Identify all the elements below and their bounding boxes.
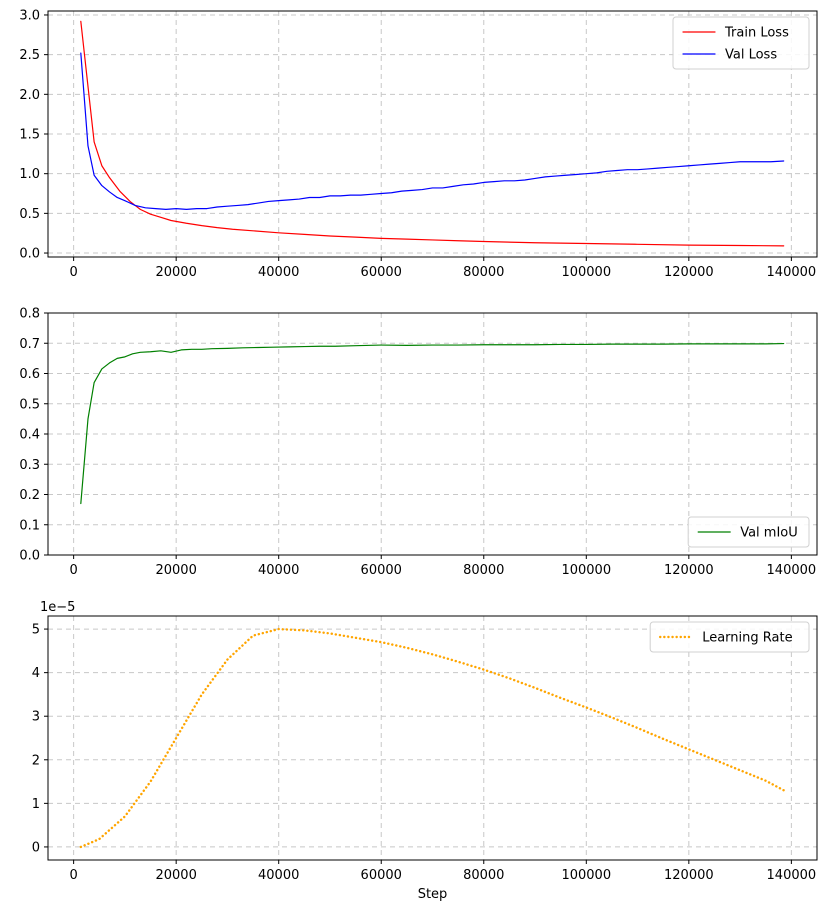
legend-box: [672, 16, 810, 70]
y-tick-label: 0.7: [19, 337, 40, 352]
legend: Learning Rate: [649, 621, 810, 653]
x-tick-label: 80000: [463, 868, 504, 883]
x-tick-label: 100000: [561, 563, 611, 578]
x-tick-label: 80000: [463, 563, 504, 578]
legend-label: Val Loss: [725, 48, 777, 63]
y-tick-label: 2.0: [19, 88, 40, 103]
x-tick-label: 120000: [664, 868, 714, 883]
x-tick-label: 100000: [561, 265, 611, 280]
y-tick-label: 2.5: [19, 48, 40, 63]
series-line-learning-rate: [79, 627, 785, 849]
chart-panel-1: 0 20000 40000 60000 80000 100000 120000 140000 0…: [19, 8, 818, 280]
series-line-val-miou: [80, 342, 785, 505]
y-tick-label: 1.5: [19, 128, 40, 143]
y-tick-label: 0.6: [19, 367, 40, 382]
x-tick-label: 140000: [767, 265, 817, 280]
y-offset-text: 1e−5: [40, 600, 75, 615]
chart-panel-3: 0 20000 40000 60000 80000 100000 120000 140000 0…: [32, 600, 818, 902]
x-tick-label: 40000: [258, 265, 299, 280]
x-tick-label: 0: [69, 868, 77, 883]
x-tick-label: 0: [69, 265, 77, 280]
x-tick-label: 20000: [155, 563, 196, 578]
y-tick-label: 0.4: [19, 428, 40, 443]
x-tick-label: 80000: [463, 265, 504, 280]
x-tick-label: 100000: [561, 868, 611, 883]
x-tick-label: 120000: [664, 265, 714, 280]
x-tick-label: 140000: [767, 868, 817, 883]
y-tick-label: 0.0: [19, 549, 40, 564]
legend: Val mIoU: [687, 516, 810, 548]
y-tick-label: 3.0: [19, 8, 40, 23]
legend: Train Loss Val Loss: [672, 16, 810, 70]
legend-box: [687, 516, 810, 548]
y-tick-label: 0.2: [19, 488, 40, 503]
x-tick-label: 20000: [155, 868, 196, 883]
x-tick-label: 120000: [664, 563, 714, 578]
y-tick-label: 2: [32, 753, 40, 768]
legend-label: Train Loss: [724, 26, 789, 41]
legend-label: Learning Rate: [702, 631, 792, 646]
axes-frame: [47, 615, 818, 861]
series-line-val-loss: [80, 52, 785, 210]
y-tick-label: 0.5: [19, 397, 40, 412]
x-tick-label: 40000: [258, 563, 299, 578]
x-tick-label: 60000: [361, 868, 402, 883]
x-tick-label: 40000: [258, 868, 299, 883]
y-tick-label: 0.3: [19, 458, 40, 473]
legend-label: Val mIoU: [740, 526, 798, 541]
y-tick-label: 1: [32, 797, 40, 812]
x-tick-label: 140000: [767, 563, 817, 578]
y-tick-label: 0.1: [19, 518, 40, 533]
x-tick-label: 20000: [155, 265, 196, 280]
series-line-train-loss: [80, 20, 785, 247]
y-tick-label: 0: [32, 840, 40, 855]
x-tick-label: 60000: [361, 563, 402, 578]
x-tick-label: 0: [69, 563, 77, 578]
y-tick-label: 0.8: [19, 307, 40, 322]
x-axis-title: Step: [418, 887, 448, 902]
y-tick-label: 0.5: [19, 207, 40, 222]
y-tick-label: 1.0: [19, 167, 40, 182]
chart-panel-2: 0 20000 40000 60000 80000 100000 120000 140000 0…: [19, 307, 818, 578]
x-tick-label: 60000: [361, 265, 402, 280]
y-tick-label: 0.0: [19, 247, 40, 262]
legend-box: [649, 621, 810, 653]
y-tick-label: 4: [32, 666, 40, 681]
y-tick-label: 3: [32, 710, 40, 725]
y-tick-label: 5: [32, 623, 40, 638]
